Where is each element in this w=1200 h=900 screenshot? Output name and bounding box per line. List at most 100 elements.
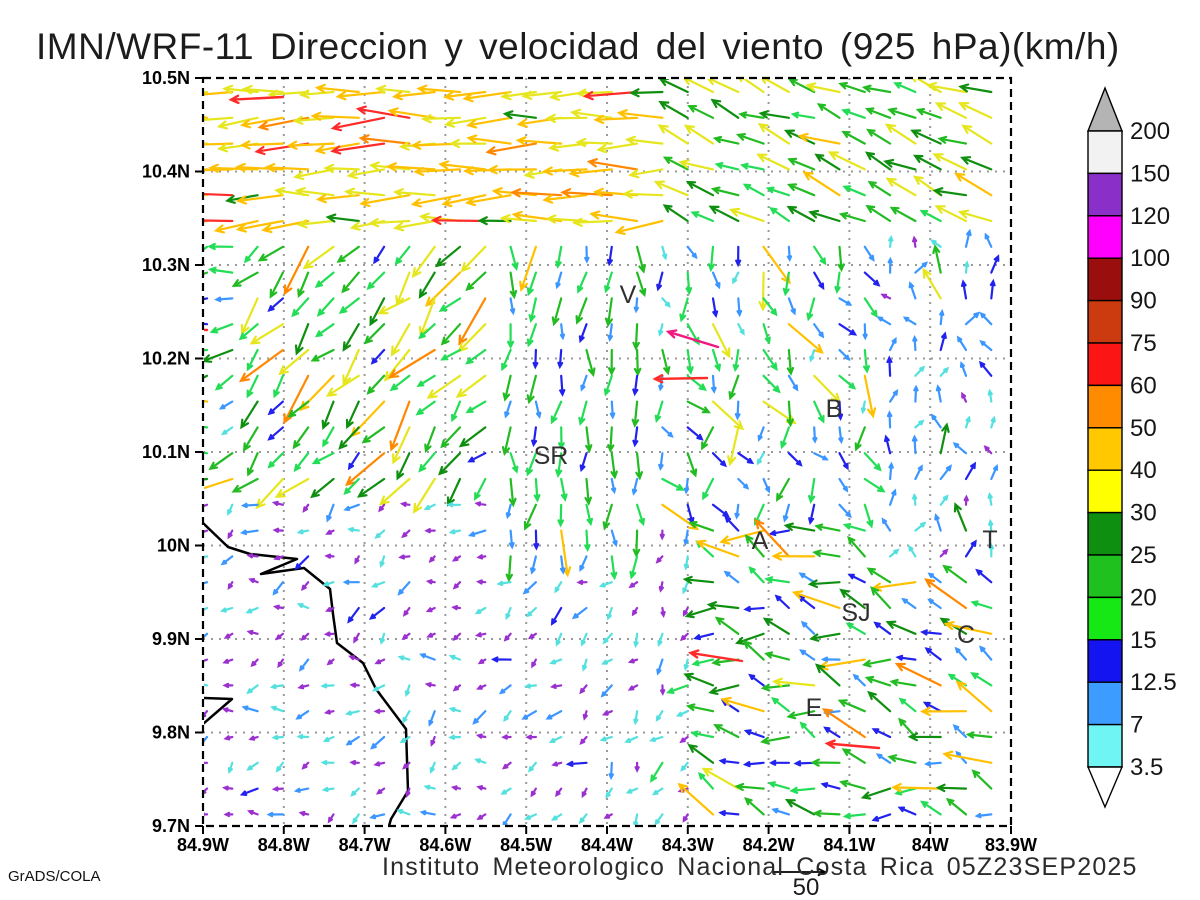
wind-arrow (783, 522, 816, 532)
wind-arrow (650, 761, 664, 783)
wind-arrow (298, 810, 310, 817)
wind-arrow (771, 697, 790, 713)
wind-arrow (485, 142, 537, 156)
wind-arrow (235, 194, 284, 205)
wind-arrow (246, 629, 259, 635)
wind-arrow (838, 81, 866, 94)
wind-arrow (325, 374, 360, 397)
x-tick-label: 84.9W (177, 835, 229, 855)
wind-arrow (889, 336, 897, 352)
wind-arrow (714, 162, 740, 171)
wind-arrow (711, 271, 721, 290)
wind-arrow (814, 523, 841, 532)
wind-arrow (658, 323, 664, 337)
wind-arrow (338, 297, 360, 315)
wind-arrow (656, 658, 664, 676)
wind-arrow (758, 271, 768, 312)
wind-arrow (655, 555, 664, 564)
wind-arrow (870, 581, 917, 592)
wind-arrow (924, 578, 968, 610)
wind-arrow (686, 348, 694, 376)
wind-arrow (372, 684, 386, 692)
wind-arrow (522, 581, 537, 595)
wind-arrow (324, 553, 335, 559)
wind-arrow (325, 529, 335, 535)
wind-arrow (509, 245, 519, 272)
wind-arrow (979, 340, 993, 352)
wind-arrow (735, 133, 765, 145)
wind-arrow (934, 513, 942, 532)
wind-arrow (683, 658, 689, 672)
wind-arrow (888, 461, 894, 481)
wind-arrow (838, 452, 849, 471)
wind-arrow (584, 477, 592, 506)
wind-arrow (636, 245, 646, 274)
wind-arrow (979, 645, 993, 661)
wind-arrow (757, 123, 790, 145)
wind-arrow (246, 452, 259, 477)
wind-arrow (584, 245, 590, 264)
wind-arrow (579, 684, 588, 695)
wind-arrow (323, 163, 360, 174)
wind-arrow (428, 555, 436, 564)
colorbar: 200 150 120 100 90 75 60 50 40 30 25 20 15 12.5 7 3.5 (1086, 86, 1177, 809)
wind-arrow (881, 517, 892, 532)
wind-arrow (691, 658, 715, 667)
wind-arrow (286, 140, 335, 150)
wind-arrow (204, 683, 209, 687)
wind-arrow (701, 426, 715, 451)
wind-arrow (349, 759, 360, 766)
wind-arrow (521, 710, 537, 720)
wind-arrow (661, 477, 686, 491)
wind-arrow (628, 168, 664, 179)
wind-arrow (465, 348, 487, 365)
wind-arrow (438, 297, 462, 312)
wind-arrow (378, 503, 386, 513)
wind-arrow (560, 188, 613, 198)
wind-arrow (895, 654, 917, 661)
wind-arrow (392, 188, 436, 198)
wind-arrow (727, 426, 740, 467)
wind-arrow (809, 632, 841, 642)
wind-arrow (863, 452, 882, 472)
wind-arrow (366, 374, 386, 395)
colorbar-label: 40 (1130, 457, 1157, 484)
y-tick-label: 10.3N (142, 255, 190, 275)
wind-arrow (423, 503, 436, 510)
wind-arrow (789, 786, 816, 794)
wind-arrow (278, 348, 310, 376)
wind-arrow (505, 555, 513, 583)
wind-arrow (939, 494, 949, 506)
wind-arrow (240, 502, 259, 509)
wind-arrow (765, 186, 790, 197)
wind-arrow (571, 606, 588, 620)
wind-arrow (661, 348, 671, 376)
wind-arrow (914, 419, 925, 429)
wind-arrow (762, 297, 778, 317)
wind-arrow (250, 658, 259, 668)
wind-arrow (810, 758, 841, 767)
wind-arrow (884, 434, 892, 455)
wind-arrow (476, 579, 487, 585)
wind-arrow (216, 116, 259, 130)
wind-arrow (348, 655, 360, 661)
wind-arrow (239, 529, 259, 536)
wind-arrow (272, 604, 284, 610)
wind-arrow (322, 581, 335, 587)
wind-arrow (554, 581, 563, 594)
wind-arrow (756, 153, 790, 171)
wind-arrow (500, 787, 512, 795)
wind-arrow (657, 632, 664, 647)
wind-arrow (369, 297, 386, 327)
wind-arrow (838, 323, 858, 336)
wind-arrow (989, 278, 996, 300)
wind-arrow (979, 311, 993, 326)
wind-arrow (861, 84, 892, 94)
wind-arrow (402, 710, 411, 724)
wind-arrow (710, 186, 740, 197)
wind-arrow (434, 245, 462, 268)
y-tick-label: 9.8N (152, 723, 190, 743)
wind-arrow (990, 464, 999, 481)
wind-arrow (866, 567, 892, 584)
wind-arrow (368, 606, 386, 620)
